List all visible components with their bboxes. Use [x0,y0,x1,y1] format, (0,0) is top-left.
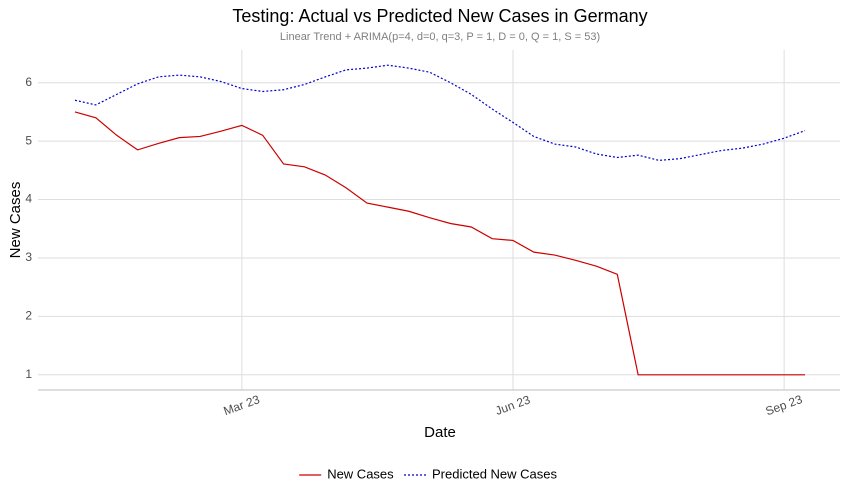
series-line [74,111,805,376]
chart-subtitle: Linear Trend + ARIMA(p=4, d=0, q=3, P = … [280,31,600,43]
x-tick-label: Sep 23 [764,392,805,418]
y-tick-label: 3 [25,250,32,264]
chart-title: Testing: Actual vs Predicted New Cases i… [232,6,647,26]
legend-label: Predicted New Cases [432,466,557,481]
y-tick-label: 1 [25,367,32,381]
y-tick-label: 5 [25,133,32,147]
legend-label: New Cases [327,466,394,481]
y-tick-label: 6 [25,75,32,89]
x-tick-label: Jun 23 [493,392,532,418]
y-axis-title: New Cases [7,182,24,259]
series-line [74,64,806,162]
x-tick-label: Mar 23 [222,392,262,418]
y-tick-label: 4 [25,192,32,206]
x-axis-title: Date [424,424,456,441]
y-tick-label: 2 [25,309,32,323]
